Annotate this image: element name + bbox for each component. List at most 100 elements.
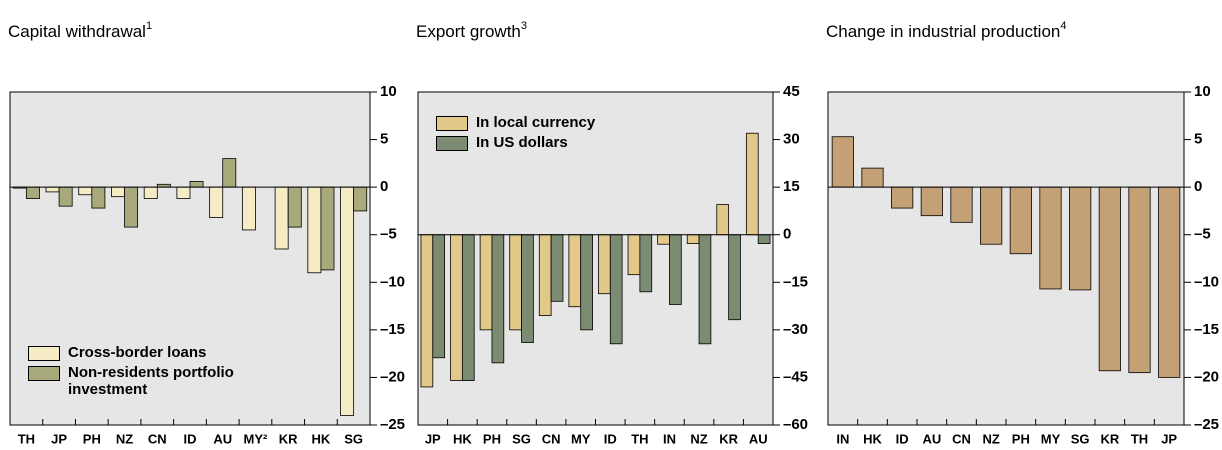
x-tick-label: ID — [896, 431, 909, 446]
bar — [950, 186, 973, 223]
bar — [143, 186, 158, 199]
y-tick-label: –10 — [380, 273, 405, 290]
x-tick-label: ID — [604, 431, 617, 446]
bar — [698, 234, 712, 345]
bar — [274, 186, 289, 250]
x-tick-label: CN — [952, 431, 971, 446]
bar — [432, 234, 446, 359]
x-tick-label: HK — [453, 431, 472, 446]
y-tick-label: 0 — [783, 226, 791, 243]
bar — [1039, 186, 1062, 290]
x-tick-label: JP — [1161, 431, 1177, 446]
x-tick-label: IN — [663, 431, 676, 446]
bar — [320, 186, 335, 271]
x-tick-label: NZ — [116, 431, 133, 446]
legend-swatch — [436, 116, 468, 131]
y-tick-label: 5 — [1194, 131, 1202, 148]
x-tick-label: SG — [1071, 431, 1090, 446]
y-tick-label: 15 — [783, 178, 800, 195]
x-tick-label: JP — [425, 431, 441, 446]
bar — [657, 234, 670, 245]
bar — [1158, 186, 1181, 378]
plot-border — [9, 91, 371, 426]
title-superscript: 1 — [146, 20, 152, 32]
bar — [78, 186, 93, 196]
legend-swatch — [28, 346, 60, 361]
legend-label: In US dollars — [476, 134, 568, 151]
x-tick-label: NZ — [690, 431, 707, 446]
bar — [745, 132, 759, 236]
bar — [176, 186, 191, 199]
x-tick-label: CN — [542, 431, 561, 446]
bar — [598, 234, 611, 295]
legend-item: In local currency — [436, 114, 686, 131]
bar — [568, 234, 582, 308]
x-tick-label: AU — [213, 431, 232, 446]
chart-title: Capital withdrawal1 — [8, 20, 152, 42]
x-tick-label: KR — [279, 431, 298, 446]
bar — [580, 234, 593, 331]
x-tick-label: TH — [1131, 431, 1148, 446]
bar — [420, 234, 434, 388]
x-tick-label: TH — [18, 431, 35, 446]
bar — [287, 186, 302, 228]
chart-title: Export growth3 — [416, 20, 527, 42]
legend: In local currency In US dollars — [436, 114, 686, 154]
legend-label: Non-residents portfolio investment — [68, 364, 234, 398]
bar — [1098, 186, 1121, 372]
y-tick-label: 10 — [1194, 83, 1211, 100]
x-tick-label: JP — [51, 431, 67, 446]
y-tick-label: –20 — [1194, 368, 1219, 385]
bar — [716, 204, 730, 236]
bar — [1069, 186, 1092, 291]
bar — [550, 234, 564, 302]
bar — [1009, 186, 1032, 255]
legend-swatch — [28, 366, 60, 381]
y-tick-label: –15 — [1194, 321, 1219, 338]
bar — [461, 234, 475, 381]
bar — [509, 234, 522, 331]
y-tick-label: –25 — [1194, 416, 1219, 433]
x-tick-label: AU — [749, 431, 768, 446]
y-tick-label: –25 — [380, 416, 405, 433]
legend-item: Cross-border loans — [28, 344, 278, 361]
legend: Cross-border loans Non-residents portfoli… — [28, 344, 278, 401]
bar — [241, 186, 256, 231]
legend-label: Cross-border loans — [68, 344, 207, 361]
y-tick-label: –15 — [380, 321, 405, 338]
bar — [831, 136, 854, 188]
bar — [58, 186, 73, 207]
y-tick-label: 0 — [380, 178, 388, 195]
x-tick-label: HK — [863, 431, 882, 446]
x-tick-label: AU — [922, 431, 941, 446]
y-tick-label: 0 — [1194, 178, 1202, 195]
x-tick-label: SG — [512, 431, 531, 446]
plot-area — [828, 92, 1184, 425]
y-tick-label: 30 — [783, 131, 800, 148]
x-tick-label: PH — [1012, 431, 1030, 446]
x-tick-label: SG — [344, 431, 363, 446]
x-tick-label: PH — [83, 431, 101, 446]
bar — [609, 234, 623, 345]
bar — [222, 158, 237, 188]
y-tick-label: –5 — [380, 226, 397, 243]
bar — [538, 234, 552, 316]
bar — [757, 234, 771, 244]
y-tick-label: –20 — [380, 368, 405, 385]
title-superscript: 4 — [1060, 20, 1066, 32]
bar — [307, 186, 322, 274]
bar — [189, 181, 204, 188]
x-tick-label: MY — [1041, 431, 1061, 446]
bar — [479, 234, 493, 331]
y-tick-label: 5 — [380, 131, 388, 148]
bar — [686, 234, 700, 244]
bar — [209, 186, 224, 218]
bar — [639, 234, 653, 293]
x-tick-label: IN — [836, 431, 849, 446]
plot-area — [418, 92, 773, 425]
y-tick-label: –60 — [783, 416, 808, 433]
y-tick-label: –15 — [783, 273, 808, 290]
bar — [111, 186, 125, 198]
x-tick-label: HK — [312, 431, 331, 446]
